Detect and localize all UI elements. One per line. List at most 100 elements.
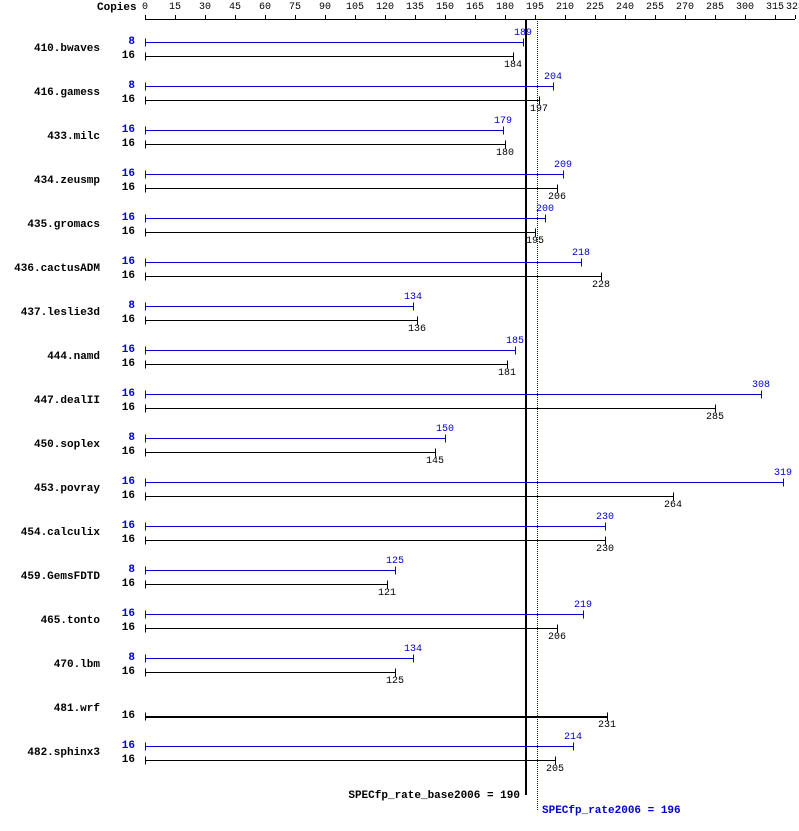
x-tick-label: 15 <box>169 2 181 13</box>
benchmark-label: 453.povray <box>0 483 100 495</box>
peak-copies: 8 <box>115 300 135 312</box>
base-copies: 16 <box>115 94 135 106</box>
base-copies: 16 <box>115 270 135 282</box>
peak-bar-start-tick <box>145 523 146 531</box>
base-copies: 16 <box>115 446 135 458</box>
base-copies: 16 <box>115 534 135 546</box>
peak-copies: 8 <box>115 432 135 444</box>
x-tick <box>445 15 446 19</box>
x-tick <box>355 15 356 19</box>
peak-bar-end-tick <box>503 127 504 135</box>
peak-bar-end-tick <box>413 655 414 663</box>
base-bar-start-tick <box>145 185 146 193</box>
x-tick-label: 325 <box>786 2 799 13</box>
peak-bar <box>145 306 413 307</box>
peak-copies: 16 <box>115 168 135 180</box>
base-copies: 16 <box>115 226 135 238</box>
base-bar-start-tick <box>145 53 146 61</box>
base-value-label: 184 <box>504 60 522 71</box>
peak-value-label: 185 <box>506 336 524 347</box>
peak-bar-end-tick <box>583 611 584 619</box>
peak-copies: 16 <box>115 344 135 356</box>
base-bar <box>145 672 395 673</box>
benchmark-label: 434.zeusmp <box>0 175 100 187</box>
base-bar <box>145 144 505 145</box>
peak-bar-start-tick <box>145 347 146 355</box>
peak-value-label: 200 <box>536 204 554 215</box>
peak-copies: 16 <box>115 124 135 136</box>
base-bar-start-tick <box>145 669 146 677</box>
x-tick <box>655 15 656 19</box>
base-value-label: 121 <box>378 588 396 599</box>
peak-bar <box>145 42 523 43</box>
peak-bar-end-tick <box>573 743 574 751</box>
base-bar <box>145 100 539 101</box>
benchmark-label: 450.soplex <box>0 439 100 451</box>
benchmark-label: 435.gromacs <box>0 219 100 231</box>
peak-value-label: 134 <box>404 644 422 655</box>
base-copies: 16 <box>115 50 135 62</box>
base-bar-start-tick <box>145 625 146 633</box>
base-bar <box>145 408 715 409</box>
base-copies: 16 <box>115 710 135 722</box>
x-tick-label: 75 <box>289 2 301 13</box>
base-copies: 16 <box>115 490 135 502</box>
base-bar-start-tick <box>145 97 146 105</box>
peak-bar-end-tick <box>553 83 554 91</box>
x-tick-label: 195 <box>526 2 544 13</box>
x-tick-label: 90 <box>319 2 331 13</box>
peak-bar <box>145 174 563 175</box>
peak-copies: 16 <box>115 520 135 532</box>
peak-bar <box>145 658 413 659</box>
benchmark-label: 465.tonto <box>0 615 100 627</box>
base-copies: 16 <box>115 138 135 150</box>
peak-bar-start-tick <box>145 39 146 47</box>
x-tick-label: 0 <box>142 2 148 13</box>
peak-bar <box>145 262 581 263</box>
peak-value-label: 308 <box>752 380 770 391</box>
peak-bar-start-tick <box>145 611 146 619</box>
peak-bar-start-tick <box>145 259 146 267</box>
peak-bar-end-tick <box>761 391 762 399</box>
base-bar <box>145 320 417 321</box>
ref-base-label: SPECfp_rate_base2006 = 190 <box>348 790 520 802</box>
benchmark-label: 459.GemsFDTD <box>0 571 100 583</box>
peak-bar <box>145 350 515 351</box>
x-tick <box>265 15 266 19</box>
peak-value-label: 189 <box>514 28 532 39</box>
base-bar-start-tick <box>145 229 146 237</box>
x-tick-label: 30 <box>199 2 211 13</box>
peak-copies: 16 <box>115 388 135 400</box>
peak-bar-start-tick <box>145 479 146 487</box>
benchmark-label: 454.calculix <box>0 527 100 539</box>
peak-value-label: 219 <box>574 600 592 611</box>
base-bar <box>145 56 513 57</box>
x-tick-label: 120 <box>376 2 394 13</box>
base-value-label: 181 <box>498 368 516 379</box>
x-tick-label: 210 <box>556 2 574 13</box>
peak-bar-end-tick <box>563 171 564 179</box>
peak-copies: 8 <box>115 80 135 92</box>
base-value-label: 228 <box>592 280 610 291</box>
peak-bar-end-tick <box>413 303 414 311</box>
x-tick <box>685 15 686 19</box>
x-tick-label: 165 <box>466 2 484 13</box>
x-tick <box>565 15 566 19</box>
peak-bar <box>145 482 783 483</box>
peak-bar <box>145 394 761 395</box>
benchmark-label: 470.lbm <box>0 659 100 671</box>
x-tick <box>175 15 176 19</box>
base-copies: 16 <box>115 666 135 678</box>
peak-copies: 8 <box>115 564 135 576</box>
peak-bar <box>145 438 445 439</box>
x-tick <box>415 15 416 19</box>
peak-bar <box>145 746 573 747</box>
peak-bar-end-tick <box>395 567 396 575</box>
x-tick <box>505 15 506 19</box>
benchmark-label: 482.sphinx3 <box>0 747 100 759</box>
x-tick <box>535 15 536 19</box>
ref-line-peak <box>537 19 538 810</box>
peak-bar-start-tick <box>145 215 146 223</box>
base-copies: 16 <box>115 314 135 326</box>
peak-bar-end-tick <box>445 435 446 443</box>
